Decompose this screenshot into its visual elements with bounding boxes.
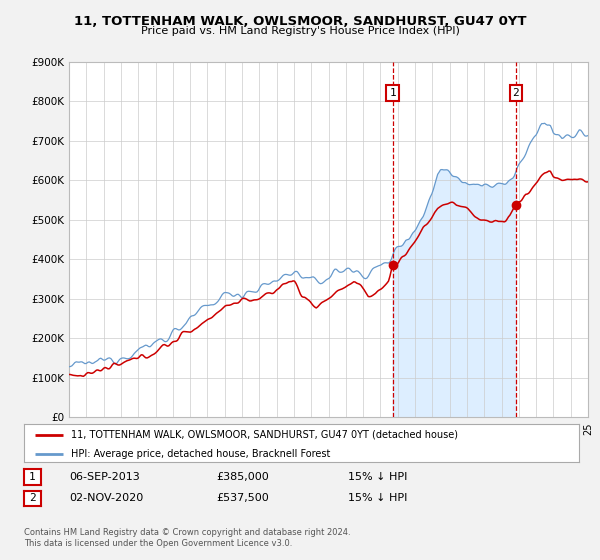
Text: 2: 2	[29, 493, 36, 503]
Text: This data is licensed under the Open Government Licence v3.0.: This data is licensed under the Open Gov…	[24, 539, 292, 548]
Text: 02-NOV-2020: 02-NOV-2020	[69, 493, 143, 503]
Text: Price paid vs. HM Land Registry's House Price Index (HPI): Price paid vs. HM Land Registry's House …	[140, 26, 460, 36]
Text: 1: 1	[389, 88, 396, 98]
Text: 2: 2	[512, 88, 519, 98]
Text: Contains HM Land Registry data © Crown copyright and database right 2024.: Contains HM Land Registry data © Crown c…	[24, 528, 350, 537]
Text: £385,000: £385,000	[216, 472, 269, 482]
Text: £537,500: £537,500	[216, 493, 269, 503]
Text: 11, TOTTENHAM WALK, OWLSMOOR, SANDHURST, GU47 0YT: 11, TOTTENHAM WALK, OWLSMOOR, SANDHURST,…	[74, 15, 526, 28]
Text: HPI: Average price, detached house, Bracknell Forest: HPI: Average price, detached house, Brac…	[71, 449, 331, 459]
Text: 11, TOTTENHAM WALK, OWLSMOOR, SANDHURST, GU47 0YT (detached house): 11, TOTTENHAM WALK, OWLSMOOR, SANDHURST,…	[71, 430, 458, 440]
Text: 1: 1	[29, 472, 36, 482]
Text: 06-SEP-2013: 06-SEP-2013	[69, 472, 140, 482]
Text: 15% ↓ HPI: 15% ↓ HPI	[348, 493, 407, 503]
Text: 15% ↓ HPI: 15% ↓ HPI	[348, 472, 407, 482]
